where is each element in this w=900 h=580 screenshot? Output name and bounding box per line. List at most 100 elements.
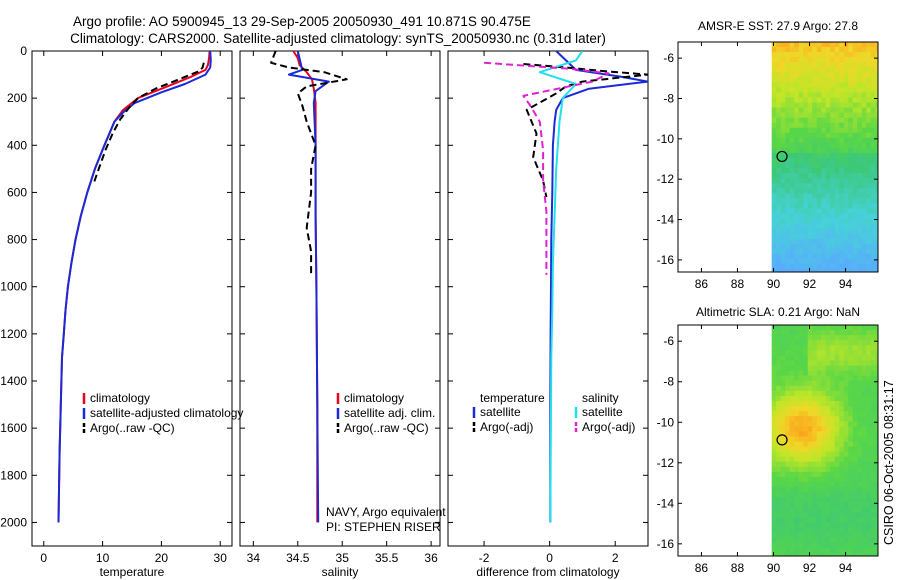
sla_map-cell xyxy=(771,325,777,331)
sst_map-cell xyxy=(852,228,858,235)
diff-legend-label: satellite xyxy=(480,405,521,419)
sla_map-cell xyxy=(803,552,809,557)
sst_map-cell xyxy=(803,107,809,114)
sst_map-cell xyxy=(789,248,795,255)
sst_map-cell xyxy=(771,82,777,88)
sst_map-cell xyxy=(771,183,777,189)
sst_map-cell xyxy=(812,72,818,78)
sla_map-cell xyxy=(807,522,813,529)
sla_map-cell xyxy=(816,400,822,407)
sst_map-cell xyxy=(866,208,872,214)
sla_map-cell xyxy=(839,390,845,397)
sst_map-cell xyxy=(852,183,858,189)
sla_map-cell xyxy=(794,345,800,351)
sst_map-cell xyxy=(861,97,867,103)
sst_map-cell xyxy=(794,142,800,149)
sla_map-cell xyxy=(852,517,858,523)
temperature-ytick-label: 400 xyxy=(7,138,27,152)
sst_map-cell xyxy=(825,183,831,189)
sla_map-cell xyxy=(834,330,840,336)
sst_map-cell xyxy=(839,112,845,119)
sst_map-cell xyxy=(857,97,863,103)
sla_map-cell xyxy=(794,456,800,463)
sla_map-cell xyxy=(780,426,786,432)
sla_map-cell xyxy=(785,400,791,407)
sst_map-cell xyxy=(857,253,863,260)
sla_map-cell xyxy=(785,385,791,392)
sla_map-cell xyxy=(780,547,786,554)
sla_map-cell xyxy=(794,340,800,346)
sla_map-cell xyxy=(848,360,854,366)
sla_map-cell xyxy=(852,395,858,402)
sla_map-cell xyxy=(803,436,809,442)
sst_map-cell xyxy=(798,52,804,58)
sla_map-cell xyxy=(798,375,804,382)
sla_map-cell xyxy=(789,476,795,483)
sla_map-cell xyxy=(830,370,836,377)
sst_map-cell xyxy=(875,238,879,245)
sst_map-cell xyxy=(857,132,863,139)
sla_map-cell xyxy=(812,537,818,544)
sst_map-cell xyxy=(848,248,854,255)
sla_map-cell xyxy=(812,517,818,523)
sla_map-cell xyxy=(875,446,879,453)
sla_map-cell xyxy=(834,482,840,488)
sst_map-cell xyxy=(830,77,836,83)
sla_map-cell xyxy=(857,380,863,387)
sla_map-cell xyxy=(870,400,876,407)
sst_map-cell xyxy=(866,188,872,194)
sst_map-cell xyxy=(861,137,867,144)
sla_map-cell xyxy=(875,487,879,493)
sst_map-cell xyxy=(866,117,872,124)
sst_map-cell xyxy=(825,263,831,270)
sst_map-cell xyxy=(798,193,804,199)
sst_map-cell xyxy=(870,112,876,119)
sla_map-cell xyxy=(843,512,849,518)
sst_map-cell xyxy=(812,243,818,250)
sst_map-cell xyxy=(789,183,795,189)
sla_map-cell xyxy=(821,537,827,544)
sla_map-cell xyxy=(821,456,827,463)
sla_map-cell xyxy=(875,522,879,529)
sla_map-cell xyxy=(803,527,809,534)
sla_map-cell xyxy=(843,400,849,407)
sst_map-cell xyxy=(803,168,809,174)
sla_map-cell xyxy=(852,527,858,534)
sst_map-cell xyxy=(789,233,795,240)
sla_map-cell xyxy=(866,345,872,351)
sst_map-cell xyxy=(825,198,831,204)
sla_map-cell xyxy=(798,517,804,523)
sst_map-cell xyxy=(839,203,845,209)
difference-xtick-label: 2 xyxy=(612,551,619,565)
sst_map-cell xyxy=(798,253,804,260)
sst_map-cell xyxy=(866,248,872,255)
sla_map-cell xyxy=(803,421,809,427)
sla_map-cell xyxy=(848,476,854,483)
sst_map-cell xyxy=(857,178,863,184)
sst_map-cell xyxy=(870,158,876,164)
sla_map-cell xyxy=(825,497,831,503)
sst_map-cell xyxy=(852,137,858,144)
sla_map-cell xyxy=(821,325,827,331)
sla_map-cell xyxy=(848,446,854,453)
sla_map-cell xyxy=(861,411,867,417)
sst_map-cell xyxy=(771,152,777,159)
sla_map-cell xyxy=(816,355,822,361)
sla_map-cell xyxy=(843,355,849,361)
sst_map-cell xyxy=(785,168,791,174)
sst_map-cell xyxy=(843,77,849,83)
sla_map-cell xyxy=(848,350,854,356)
sst_map-cell xyxy=(870,142,876,149)
sla_map-cell xyxy=(821,431,827,437)
sla_map-cell xyxy=(771,411,777,417)
sst_map-cell xyxy=(816,213,822,219)
sla_map-cell xyxy=(798,476,804,483)
sla_map-cell xyxy=(866,385,872,392)
sst_map-cell xyxy=(830,102,836,108)
sla_map-cell xyxy=(839,385,845,392)
sst_map-cell xyxy=(794,42,800,48)
sla_map-cell xyxy=(870,502,876,508)
sla_map-cell xyxy=(843,482,849,488)
sst_map-cell xyxy=(834,57,840,63)
sla_map-cell xyxy=(825,542,831,549)
